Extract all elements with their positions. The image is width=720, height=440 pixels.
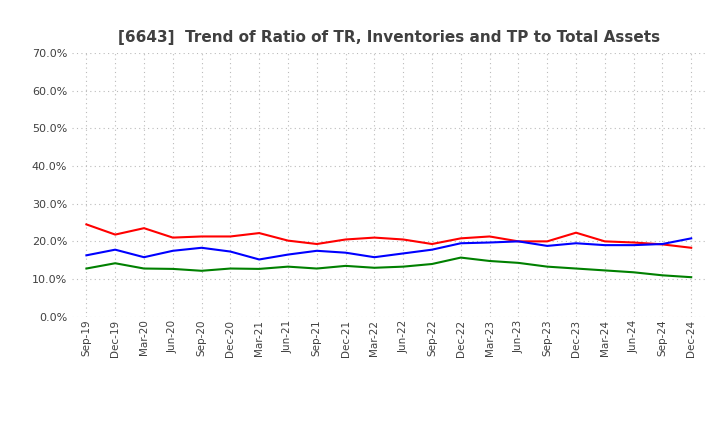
Trade Payables — [514, 260, 523, 265]
Inventories — [312, 248, 321, 253]
Inventories — [687, 236, 696, 241]
Trade Receivables — [428, 242, 436, 247]
Inventories — [168, 248, 177, 253]
Trade Receivables — [629, 240, 638, 245]
Trade Payables — [485, 258, 494, 264]
Trade Payables — [168, 266, 177, 271]
Trade Receivables — [197, 234, 206, 239]
Trade Receivables — [284, 238, 292, 243]
Trade Receivables — [111, 232, 120, 237]
Trade Payables — [456, 255, 465, 260]
Trade Receivables — [514, 239, 523, 244]
Trade Payables — [341, 263, 350, 268]
Trade Payables — [629, 270, 638, 275]
Trade Payables — [82, 266, 91, 271]
Inventories — [428, 247, 436, 252]
Trade Payables — [197, 268, 206, 273]
Trade Receivables — [399, 237, 408, 242]
Inventories — [111, 247, 120, 252]
Trade Payables — [543, 264, 552, 269]
Inventories — [600, 242, 609, 248]
Trade Receivables — [572, 230, 580, 235]
Inventories — [456, 241, 465, 246]
Trade Payables — [370, 265, 379, 271]
Trade Payables — [399, 264, 408, 269]
Inventories — [197, 245, 206, 250]
Trade Receivables — [687, 245, 696, 250]
Trade Payables — [428, 261, 436, 267]
Inventories — [284, 252, 292, 257]
Trade Receivables — [168, 235, 177, 240]
Trade Payables — [255, 266, 264, 271]
Trade Receivables — [226, 234, 235, 239]
Inventories — [255, 257, 264, 262]
Trade Payables — [226, 266, 235, 271]
Inventories — [226, 249, 235, 254]
Inventories — [572, 241, 580, 246]
Trade Payables — [140, 266, 148, 271]
Trade Payables — [111, 260, 120, 266]
Trade Receivables — [370, 235, 379, 240]
Inventories — [341, 250, 350, 255]
Trade Receivables — [255, 231, 264, 236]
Trade Receivables — [600, 239, 609, 244]
Title: [6643]  Trend of Ratio of TR, Inventories and TP to Total Assets: [6643] Trend of Ratio of TR, Inventories… — [118, 29, 660, 45]
Inventories — [370, 255, 379, 260]
Inventories — [485, 240, 494, 245]
Line: Trade Receivables: Trade Receivables — [86, 224, 691, 248]
Inventories — [82, 253, 91, 258]
Trade Payables — [600, 268, 609, 273]
Inventories — [658, 242, 667, 247]
Trade Receivables — [140, 226, 148, 231]
Trade Payables — [658, 273, 667, 278]
Trade Payables — [572, 266, 580, 271]
Line: Inventories: Inventories — [86, 238, 691, 260]
Trade Payables — [284, 264, 292, 269]
Line: Trade Payables: Trade Payables — [86, 257, 691, 277]
Inventories — [543, 243, 552, 249]
Inventories — [140, 255, 148, 260]
Trade Receivables — [312, 242, 321, 247]
Trade Payables — [687, 275, 696, 280]
Inventories — [514, 239, 523, 244]
Trade Receivables — [485, 234, 494, 239]
Trade Receivables — [658, 242, 667, 247]
Inventories — [629, 242, 638, 248]
Inventories — [399, 251, 408, 256]
Trade Receivables — [543, 239, 552, 244]
Trade Receivables — [456, 236, 465, 241]
Trade Receivables — [82, 222, 91, 227]
Trade Payables — [312, 266, 321, 271]
Trade Receivables — [341, 237, 350, 242]
